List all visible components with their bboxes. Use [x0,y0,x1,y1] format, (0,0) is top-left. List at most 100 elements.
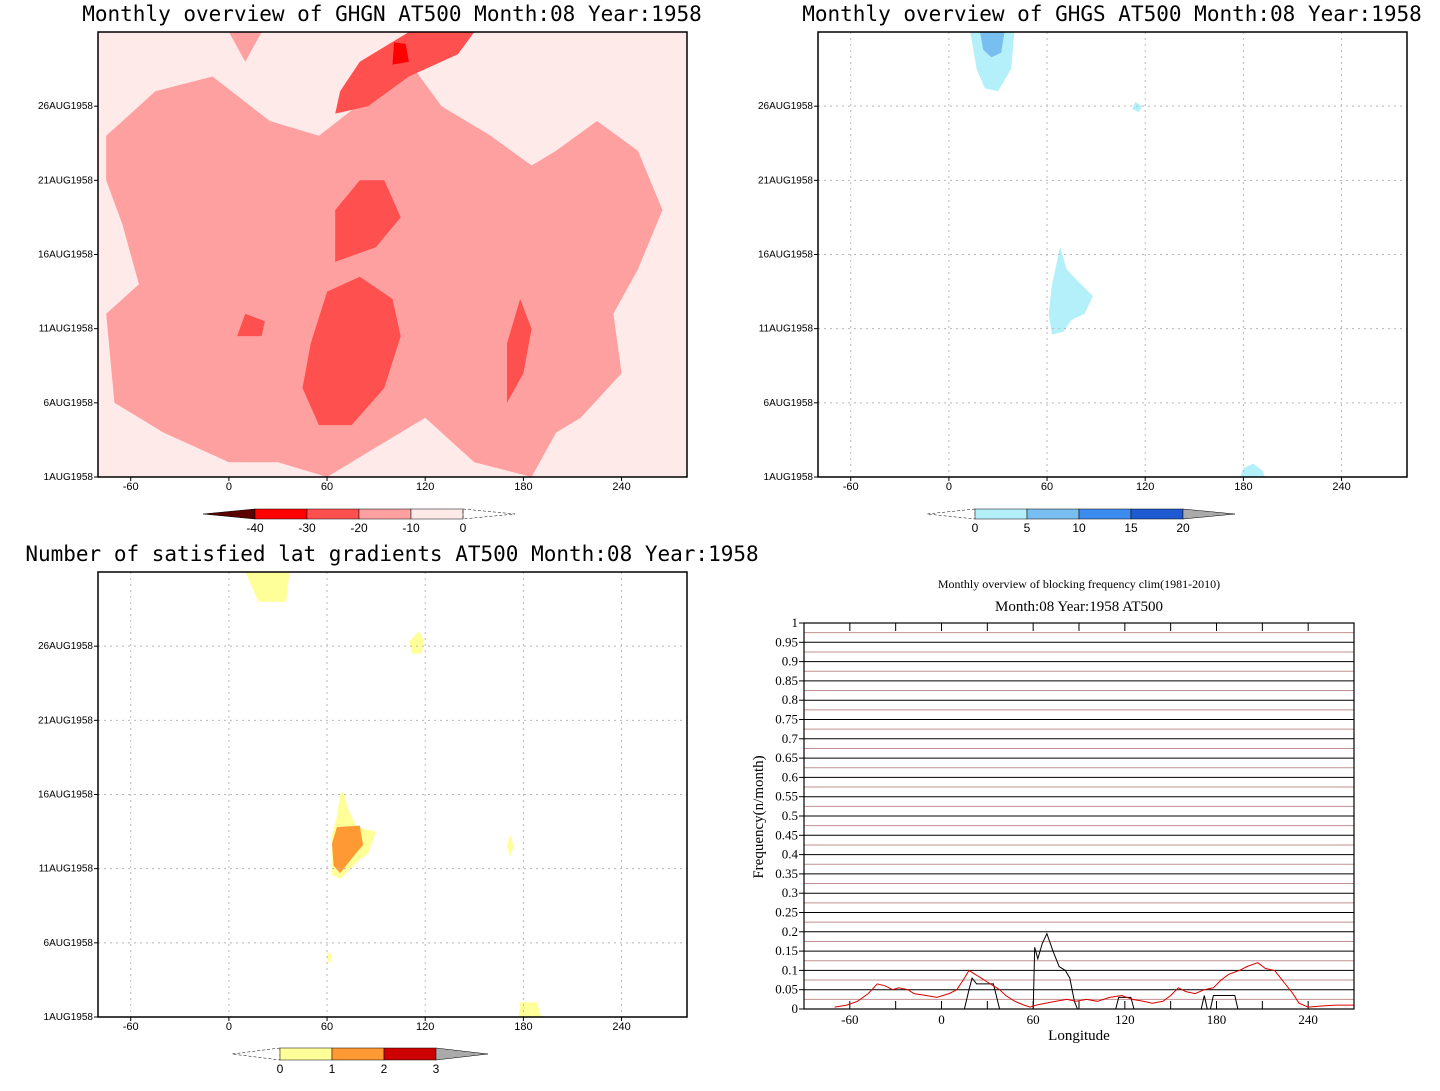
colorbar-open-triangle [231,1047,281,1061]
plot-frame [803,622,1355,1010]
y-tick-label: 0.9 [782,654,798,669]
lat-gradients-plot-area [97,571,688,1018]
colorbar-tick-label: 0 [277,1062,284,1076]
ghgn-title: Monthly overview of GHGN AT500 Month:08 … [82,2,702,26]
y-tick-label: 0.4 [782,847,799,862]
x-tick-label: 120 [416,481,434,493]
panel-ghgn: Monthly overview of GHGN AT500 Month:08 … [38,2,702,535]
x-tick-label: 60 [1027,1012,1040,1027]
contour-region [980,32,1005,58]
lat-gradients-title: Number of satisfied lat gradients AT500 … [25,542,758,566]
x-tick-label: 180 [1207,1012,1227,1027]
x-tick-label: 60 [321,481,333,493]
y-tick-label: 6AUG1958 [44,398,94,409]
y-tick-label: 0.3 [782,885,798,900]
panel-lat-gradients: Number of satisfied lat gradients AT500 … [25,542,758,1076]
x-tick-label: 120 [1115,1012,1135,1027]
colorbar-triangle [202,508,256,520]
y-tick-label: 0.5 [782,808,798,823]
y-tick-label: 21AUG1958 [38,175,93,186]
x-tick-label: -60 [123,481,139,493]
colorbar-box [358,508,412,520]
y-tick-label: 16AUG1958 [758,250,813,261]
y-tick-label: 1AUG1958 [44,472,94,483]
colorbar-box [1130,508,1184,520]
contour-region [106,61,663,477]
contour-regions [245,572,542,1017]
grid-lines [804,622,1354,1010]
y-tick-label: 0.75 [775,712,798,727]
x-tick-label: 180 [514,481,532,493]
contour-region [970,32,1015,92]
colorbar-tick-label: 5 [1024,521,1031,535]
y-tick-label: 11AUG1958 [39,864,94,875]
y-tick-label: 21AUG1958 [758,175,813,186]
y-tick-label: 11AUG1958 [759,324,814,335]
ghgn-plot-area [97,31,688,478]
panel-blocking-frequency: Monthly overview of blocking frequency c… [751,577,1355,1044]
ghgs-title: Monthly overview of GHGS AT500 Month:08 … [802,2,1422,26]
ghgn-colorbar: -40 -30 -20 -10 0 [202,508,516,535]
colorbar-box [331,1047,385,1061]
y-tick-label: 0.2 [782,924,798,939]
colorbar-tick-label: 2 [381,1062,388,1076]
x-tick-label: 0 [226,1021,232,1033]
y-tick-label: 0.45 [775,827,798,842]
colorbar-tick-label: 20 [1176,521,1190,535]
colorbar-tick-label: 0 [460,521,467,535]
series-line-red [834,962,1354,1008]
y-tick-label: 0.6 [782,769,799,784]
y-tick-label: 0.1 [782,962,798,977]
x-tick-label: 0 [938,1012,945,1027]
ghgs-plot-area [817,31,1408,478]
y-tick-label: 0.25 [775,905,798,920]
blocking-xlabel: Longitude [1048,1028,1110,1044]
ghgn-axis-ticks: -60 0 60 120 180 240 1AUG1958 6AUG1958 11AUG1958… [38,101,631,493]
x-tick-label: 0 [226,481,232,493]
contour-region [1048,247,1093,335]
colorbar-box [279,1047,333,1061]
x-tick-label: 120 [1136,481,1154,493]
contour-region [327,951,332,964]
y-tick-label: 0 [792,1001,799,1016]
contour-region [237,313,265,337]
contour-region [507,299,532,403]
y-tick-label: 11AUG1958 [39,324,94,335]
x-tick-label: 240 [1298,1012,1318,1027]
x-tick-label: 120 [416,1021,434,1033]
colorbar-box [410,508,464,520]
y-tick-label: 1AUG1958 [764,472,814,483]
colorbar-box [254,508,308,520]
contour-region [302,276,401,426]
y-tick-label: 26AUG1958 [758,101,813,112]
lat-gradients-axis-ticks: -60 0 60 120 180 240 1AUG1958 6AUG1958 11AUG1958… [38,641,631,1033]
y-tick-label: 0.65 [775,750,798,765]
contour-regions [970,32,1265,477]
x-tick-label: 180 [514,1021,532,1033]
colorbar-open-triangle [462,508,516,520]
y-tick-label: 0.7 [782,731,799,746]
x-tick-label: 240 [612,1021,630,1033]
contour-region [335,32,475,114]
colorbar-tick-label: 1 [329,1062,336,1076]
colorbar-triangle [1182,508,1236,520]
x-tick-label: 60 [321,1021,333,1033]
y-tick-label: 6AUG1958 [764,398,814,409]
colorbar-box [383,1047,437,1061]
colorbar-box [974,508,1028,520]
colorbar-tick-label: 10 [1072,521,1086,535]
colorbar-box [1026,508,1080,520]
contour-region [228,32,262,62]
series-line-black [963,932,1239,1010]
colorbar-tick-label: -20 [350,521,368,535]
colorbar-tick-label: 15 [1124,521,1138,535]
y-tick-label: 26AUG1958 [38,641,93,652]
x-tick-label: -60 [841,1012,858,1027]
x-tick-label: 0 [946,481,952,493]
y-tick-label: 0.35 [775,866,798,881]
x-tick-label: -60 [123,1021,139,1033]
contour-region [1132,101,1142,113]
y-tick-label: 0.8 [782,692,798,707]
y-tick-label: 26AUG1958 [38,101,93,112]
y-tick-label: 0.95 [775,634,798,649]
